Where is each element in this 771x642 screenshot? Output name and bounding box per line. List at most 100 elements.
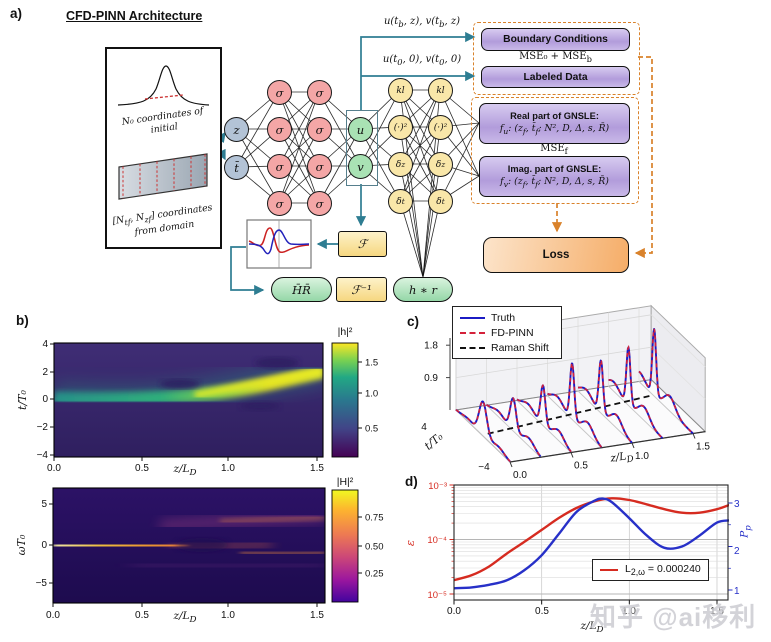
b1-ytick: 0 (42, 394, 48, 405)
loss-box: Loss (483, 237, 629, 273)
fdpinn-curve (578, 358, 633, 444)
panel-b-label: b) (16, 313, 29, 328)
raman-label: Raman Shift (491, 341, 549, 354)
fdpinn-curve (608, 344, 664, 439)
convolution-box: h ∗ r (393, 277, 453, 302)
c-ttick: 4 (421, 422, 427, 433)
inset-to-hr-arrow (230, 246, 265, 296)
c-xtick: 0.5 (574, 461, 588, 472)
initial-pulse-sketch (117, 65, 210, 106)
msef-label: MSEf (540, 143, 568, 156)
c-ttick: −4 (478, 462, 490, 473)
c-tlabel: t/T₀ (422, 430, 446, 453)
b1-ytick: 4 (42, 339, 48, 350)
fdpinn-curve (547, 362, 603, 448)
d-right-tick: 2 (734, 546, 740, 557)
gnsle-imag-title: Imag. part of GNSLE: (507, 164, 602, 175)
b2-xtick: 1.0 (221, 610, 235, 621)
truth-label: Truth (491, 311, 516, 324)
sigma-node: σ (267, 154, 292, 179)
b2-ytick: 5 (41, 499, 47, 510)
b2-cbar-tick: 0.50 (365, 542, 384, 553)
legend-truth: Truth (460, 310, 554, 325)
b2-xtick: 1.5 (310, 610, 324, 621)
fdpinn-curve (638, 328, 694, 435)
b2-cbar-tick: 0.75 (365, 513, 384, 524)
sigma-node: σ (267, 80, 292, 105)
d-xtick: 1.5 (710, 606, 724, 617)
uv-to-boundary-arrow (360, 31, 476, 110)
c-xtick: 0.0 (513, 470, 527, 480)
b1-cbar-tick: 0.5 (365, 424, 378, 435)
b1-ytick: 2 (42, 367, 48, 378)
sigma-node: σ (307, 80, 332, 105)
b2-cbar-tick: 0.25 (365, 569, 384, 580)
legend-fdpinn: FD-PINN (460, 325, 554, 340)
spectrum-curve (248, 229, 310, 255)
teal-flow-arrows (215, 31, 476, 296)
b2-colorbar (331, 489, 359, 603)
truth-line-swatch (460, 316, 485, 319)
d-left-tick: 10⁻⁴ (427, 535, 447, 546)
b1-colorbar (331, 342, 359, 458)
initial-sample-points (144, 94, 184, 100)
labeled-data-box: Labeled Data (481, 66, 630, 88)
l2-value-label: L2,ω = 0.000240 (625, 562, 701, 578)
c-amp-tick: 0.9 (424, 373, 438, 384)
panel-a-label: a) (10, 6, 23, 21)
b2-ylabel: ωT₀ (15, 534, 28, 555)
error-power-plot: 10⁻³ 10⁻⁴ 10⁻⁵ 3 2 1 0.0 0.5 1.0 1.5 ε (403, 481, 740, 617)
d-left-tick: 10⁻⁵ (427, 590, 447, 601)
b1-ylabel: t/T₀ (16, 389, 29, 409)
boundary-conditions-box: Boundary Conditions (481, 28, 630, 51)
fdpinn-curve (516, 383, 572, 453)
c-amp-tick: 1.8 (424, 341, 438, 352)
gnsle-real-formula: fu: (zf, t̄f; N², D, Δ, s, R̄) (499, 122, 610, 136)
b1-xtick: 0.0 (47, 463, 61, 474)
freq-product-box: H̄R̄ (271, 277, 332, 302)
l2-line-swatch (600, 569, 618, 571)
d-ylabel-right: Pp (738, 525, 754, 538)
b1-cbar-label: |h|² (338, 326, 353, 338)
mse0b-label: MSE₀ + MSEb (519, 51, 592, 64)
sigma-node: σ (267, 117, 292, 142)
output-node-u: u (348, 117, 373, 142)
d-xtick: 1.0 (622, 606, 636, 617)
d-right-tick: 1 (734, 586, 740, 597)
intensity-heatmap: 4 2 0 −2 −4 0.0 0.5 1.0 1.5 t/T₀ |h|² 1.… (16, 326, 378, 474)
b2-ytick: 0 (41, 540, 47, 551)
fourier-box: ℱ (338, 231, 387, 257)
b1-xtick: 1.0 (221, 463, 235, 474)
sigma-node: σ (307, 191, 332, 216)
c-xtick: 1.5 (696, 442, 710, 453)
d-ylabel-left: ε (403, 540, 417, 546)
fdpinn-label: FD-PINN (491, 326, 534, 339)
raman-shift-line (487, 394, 654, 435)
H2-heatmap-image (53, 488, 325, 603)
domain-caption: [Ntf, Nzf] coordinates from domain (111, 202, 214, 238)
panel-c-legend: Truth FD-PINN Raman Shift (452, 306, 562, 359)
data-mse-dashed-group (473, 22, 640, 95)
sigma-node: σ (307, 117, 332, 142)
watermark: 知乎 @ai移利 (590, 602, 757, 632)
d-curves (454, 497, 729, 590)
b1-cbar-tick: 1.5 (365, 358, 378, 369)
b2-xtick: 0.0 (46, 610, 60, 621)
b1-xlabel: z/LD (173, 463, 197, 479)
b1-xtick: 1.5 (310, 463, 324, 474)
op-node-kl: kl (388, 78, 413, 103)
output-node-v: v (348, 154, 373, 179)
spectrum-heatmap: 5 0 −5 0.0 0.5 1.0 1.5 ωT₀ |H|² 0.75 0.5… (15, 476, 384, 621)
d-left-tick: 10⁻³ (428, 481, 447, 492)
architecture-title: CFD-PINN Architecture (66, 9, 203, 23)
fdpinn-curve (455, 400, 511, 463)
d-xlabel: z/LD (580, 620, 604, 636)
panel-d-legend: L2,ω = 0.000240 (592, 559, 709, 581)
d-xtick: 0.0 (447, 606, 461, 617)
uv-output-frame (346, 110, 378, 186)
op-node-square: (·)² (428, 115, 453, 140)
loss-feedback-arrows (551, 56, 653, 259)
